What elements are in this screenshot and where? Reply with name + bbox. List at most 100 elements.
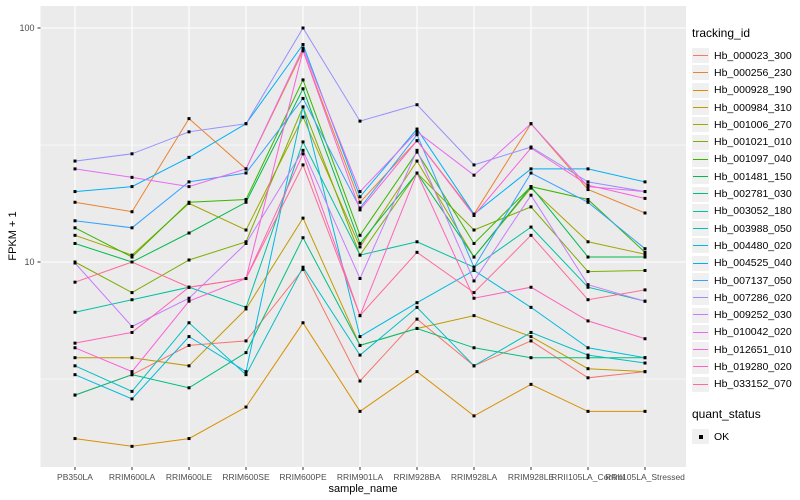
data-point <box>415 171 419 175</box>
data-point <box>73 219 77 223</box>
legend-item-label: Hb_000023_300 <box>714 49 792 62</box>
data-point <box>187 437 191 441</box>
data-point <box>130 185 134 189</box>
data-point <box>73 373 77 377</box>
legend-key-box <box>692 134 709 150</box>
data-point <box>130 373 134 377</box>
data-point <box>73 226 77 230</box>
legend-color-line <box>693 54 708 56</box>
data-point <box>643 250 647 254</box>
data-point <box>244 228 248 232</box>
y-tick-label: 10 <box>24 257 34 267</box>
data-point <box>130 444 134 448</box>
legend-item-Hb_003988_050: Hb_003988_050 <box>692 220 800 237</box>
data-point <box>187 285 191 289</box>
legend-item-Hb_004525_040: Hb_004525_040 <box>692 255 800 272</box>
data-point <box>301 96 305 100</box>
legend-key-box <box>692 203 709 219</box>
data-point <box>358 206 362 210</box>
data-point <box>358 241 362 245</box>
legend-item-Hb_001097_040: Hb_001097_040 <box>692 151 800 168</box>
legend-item-Hb_000256_230: Hb_000256_230 <box>692 64 800 81</box>
legend-key-box <box>692 238 709 254</box>
data-point <box>643 299 647 303</box>
data-point <box>472 291 476 295</box>
data-point <box>586 409 590 413</box>
data-point <box>472 173 476 177</box>
data-point <box>643 190 647 194</box>
x-tick-label: RRII105LA_Control <box>551 472 625 482</box>
data-point <box>586 298 590 302</box>
data-point <box>415 326 419 330</box>
data-point <box>472 241 476 245</box>
legend-key-box <box>692 186 709 202</box>
data-point <box>187 180 191 184</box>
data-point <box>130 175 134 179</box>
legend-color-line <box>693 383 708 385</box>
data-point <box>73 167 77 171</box>
data-point <box>301 265 305 269</box>
data-point <box>301 87 305 91</box>
data-point <box>130 260 134 264</box>
legend-color-line <box>693 72 708 74</box>
legend-item-label: Hb_001481_150 <box>714 170 792 183</box>
data-point <box>73 190 77 194</box>
data-point <box>586 188 590 192</box>
data-point <box>358 208 362 212</box>
legend-item-Hb_010042_020: Hb_010042_020 <box>692 324 800 341</box>
data-point <box>301 26 305 30</box>
legend-item-label: OK <box>714 430 730 443</box>
legend-items: Hb_000023_300 Hb_000256_230 Hb_000928_190 H… <box>692 47 800 393</box>
data-point <box>358 233 362 237</box>
legend-title-quant-status: quant_status <box>692 406 761 421</box>
y-tick-label: 100 <box>19 23 34 33</box>
legend-title-tracking-id: tracking_id <box>692 26 751 40</box>
data-point <box>130 210 134 214</box>
legend-color-line <box>693 89 708 91</box>
data-point <box>586 183 590 187</box>
data-point <box>415 103 419 107</box>
data-point <box>244 339 248 343</box>
x-tick-label: RRIM600PE <box>279 472 327 482</box>
x-tick-label: RRIM928LE <box>508 472 555 482</box>
data-point <box>301 236 305 240</box>
data-point <box>301 163 305 167</box>
data-point <box>358 253 362 257</box>
legend-key-box <box>692 359 709 375</box>
data-point <box>244 351 248 355</box>
data-point <box>187 321 191 325</box>
data-point <box>358 314 362 318</box>
data-point <box>415 133 419 137</box>
data-point <box>472 268 476 272</box>
data-point <box>643 361 647 365</box>
data-point <box>643 268 647 272</box>
data-point <box>586 285 590 289</box>
data-point <box>586 319 590 323</box>
legend-item-Hb_002781_030: Hb_002781_030 <box>692 185 800 202</box>
data-point <box>529 205 533 209</box>
data-point <box>643 337 647 341</box>
data-point <box>73 280 77 284</box>
data-point <box>187 296 191 300</box>
legend-item-label: Hb_010042_020 <box>714 326 792 339</box>
data-point <box>301 43 305 47</box>
legend-color-line <box>693 314 708 316</box>
legend-key-box <box>692 221 709 237</box>
data-point <box>529 339 533 343</box>
legend-color-line <box>693 210 708 212</box>
data-point <box>415 127 419 131</box>
data-point <box>529 356 533 360</box>
data-point <box>130 330 134 334</box>
data-point <box>73 200 77 204</box>
data-point <box>529 305 533 309</box>
data-point <box>415 148 419 152</box>
data-point <box>301 115 305 119</box>
data-point <box>187 335 191 339</box>
data-point <box>301 46 305 50</box>
black-square-marker <box>698 434 703 439</box>
legend-key-box <box>692 342 709 358</box>
data-point <box>244 122 248 126</box>
data-point <box>586 376 590 380</box>
data-point <box>358 245 362 249</box>
data-point <box>415 139 419 143</box>
